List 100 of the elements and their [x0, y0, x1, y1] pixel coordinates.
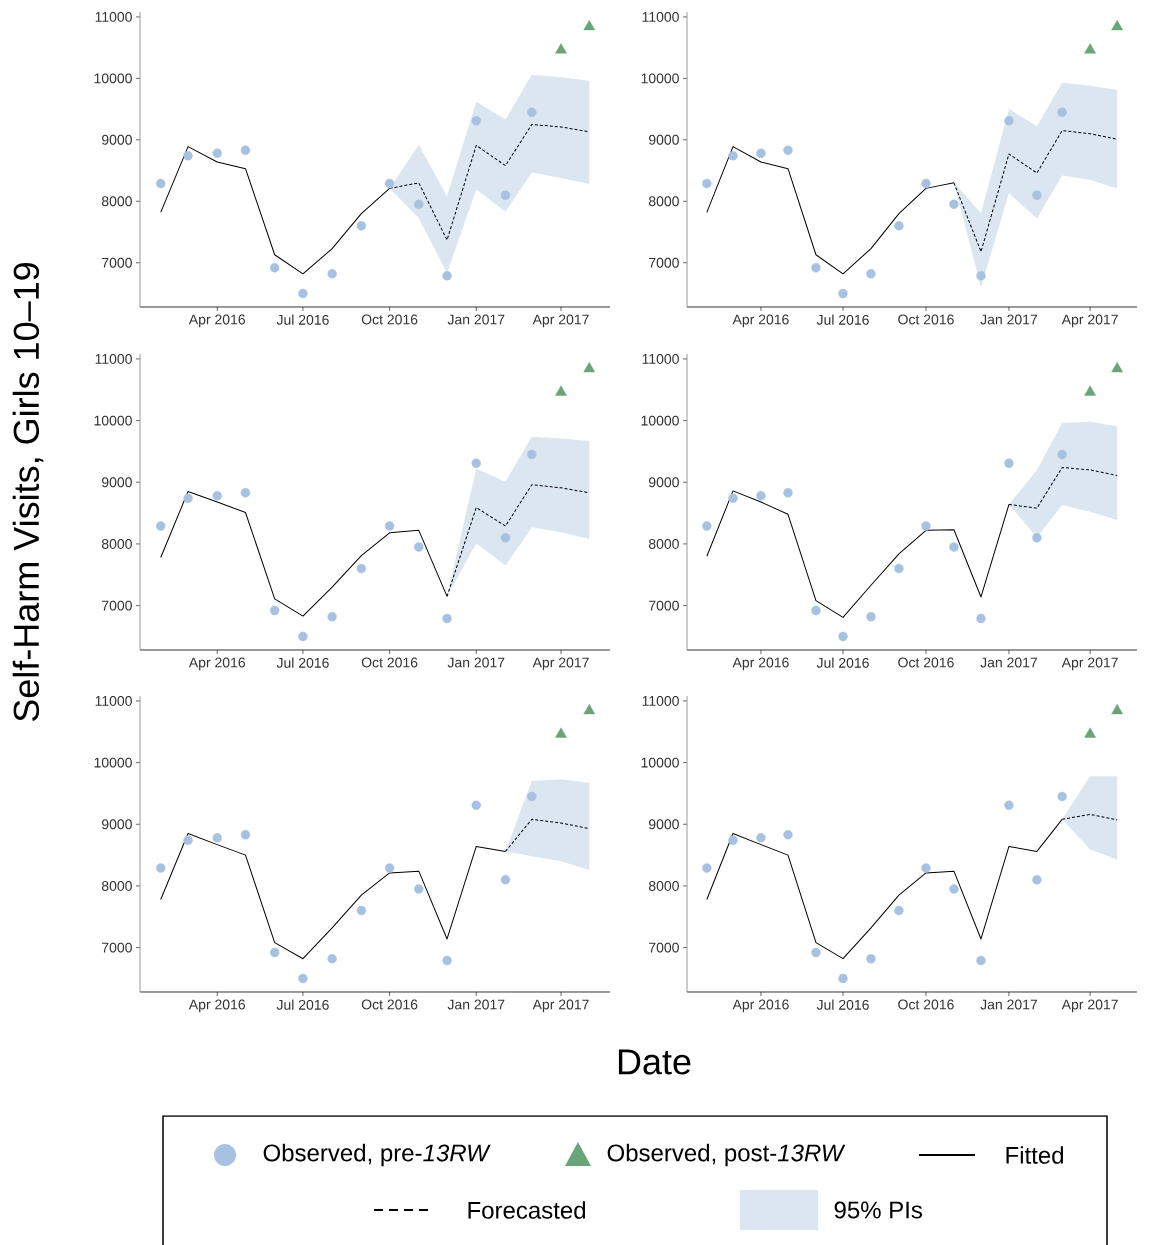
point: [414, 884, 424, 894]
point: [240, 830, 251, 840]
y-tick-label: 9000: [101, 134, 132, 145]
point: [728, 835, 738, 845]
point: [756, 833, 766, 843]
point: [783, 145, 793, 155]
y-tick-label: 7000: [649, 257, 679, 268]
point: [356, 221, 367, 231]
x-axis-title: Date: [618, 1049, 691, 1075]
point: [811, 605, 821, 616]
point: [356, 563, 367, 574]
point: [555, 43, 567, 54]
point: [976, 270, 986, 281]
point: [1084, 385, 1096, 396]
point: [183, 493, 193, 503]
point: [527, 107, 537, 117]
x-tick-label: Jan 2017: [447, 999, 505, 1010]
point: [811, 262, 821, 273]
y-tick-label: 7000: [102, 600, 132, 611]
point: [811, 947, 821, 958]
y-tick-label: 8000: [101, 880, 132, 891]
y-tick-label: 9000: [648, 134, 679, 145]
point: [894, 563, 904, 574]
text: 95% PIs: [834, 1201, 923, 1219]
point: [1004, 458, 1014, 468]
point: [756, 148, 766, 159]
point: [298, 288, 308, 299]
x-tick-label: Jul 2016: [816, 314, 869, 325]
y-tick-label: 10000: [641, 415, 679, 426]
legend-label: Forecasted: [468, 1201, 586, 1219]
point: [555, 385, 567, 396]
y-tick-label: 8000: [648, 196, 679, 207]
point: [384, 521, 395, 531]
point: [500, 190, 511, 200]
point: [500, 533, 511, 543]
x-tick-label: Apr 2017: [532, 657, 589, 671]
point: [1084, 727, 1096, 738]
x-tick-label: Jan 2017: [447, 314, 505, 325]
point: [471, 800, 481, 810]
y-tick-label: 8000: [101, 196, 132, 207]
x-tick-label: Apr 2016: [188, 999, 246, 1013]
point: [1032, 190, 1042, 200]
point: [212, 148, 222, 159]
x-tick-label: Apr 2017: [532, 999, 589, 1013]
y-axis-title: Self-Harm Visits, Girls 10–19: [12, 263, 44, 722]
x-tick-label: Apr 2016: [188, 314, 246, 328]
x-tick-label: Apr 2016: [732, 657, 789, 671]
x-tick-label: Jan 2017: [980, 999, 1038, 1010]
x-tick-label: Oct 2016: [898, 314, 954, 325]
point: [1084, 43, 1096, 54]
point: [183, 151, 193, 161]
point: [728, 151, 738, 161]
x-tick-label: Oct 2016: [361, 657, 418, 668]
point: [838, 973, 848, 984]
point: [1004, 116, 1014, 126]
point: [921, 521, 931, 531]
point: [783, 488, 793, 498]
point: [356, 905, 367, 916]
point: [156, 521, 166, 531]
point: [240, 145, 251, 155]
point: [894, 221, 904, 231]
point: [1032, 875, 1042, 885]
point: [921, 863, 931, 873]
point: [240, 488, 251, 498]
y-tick-label: 11000: [95, 11, 132, 22]
point: [921, 178, 931, 189]
x-tick-label: Oct 2016: [898, 999, 954, 1010]
point: [384, 863, 395, 873]
legend-label: Observed, post-13RW: [607, 1143, 846, 1167]
point: [269, 262, 280, 273]
point: [583, 362, 596, 373]
point: [183, 835, 193, 845]
x-tick-label: Jan 2017: [980, 314, 1038, 325]
point: [327, 953, 337, 964]
point: [583, 704, 596, 715]
point: [269, 947, 280, 958]
x-tick-label: Jan 2017: [980, 657, 1038, 668]
y-tick-label: 7000: [649, 600, 679, 611]
point: [414, 542, 424, 552]
point: [756, 491, 766, 501]
y-tick-label: 9000: [101, 477, 132, 488]
x-tick-label: Jul 2016: [276, 999, 329, 1010]
point: [866, 269, 876, 279]
point: [156, 863, 166, 873]
x-tick-label: Jul 2016: [276, 314, 329, 325]
x-tick-label: Apr 2017: [1061, 657, 1118, 671]
y-tick-label: 11000: [642, 695, 679, 706]
y-tick-label: 11000: [642, 353, 679, 364]
y-tick-label: 9000: [648, 819, 679, 830]
x-tick-label: Oct 2016: [361, 314, 418, 325]
point: [156, 178, 166, 189]
legend-label: Fitted: [1006, 1146, 1064, 1164]
point: [527, 791, 537, 802]
point: [976, 955, 986, 966]
y-tick-label: 7000: [649, 942, 679, 953]
point: [783, 830, 793, 840]
y-tick-label: 10000: [641, 73, 679, 84]
point: [500, 875, 511, 885]
point: [1111, 362, 1123, 373]
point: [838, 288, 848, 299]
